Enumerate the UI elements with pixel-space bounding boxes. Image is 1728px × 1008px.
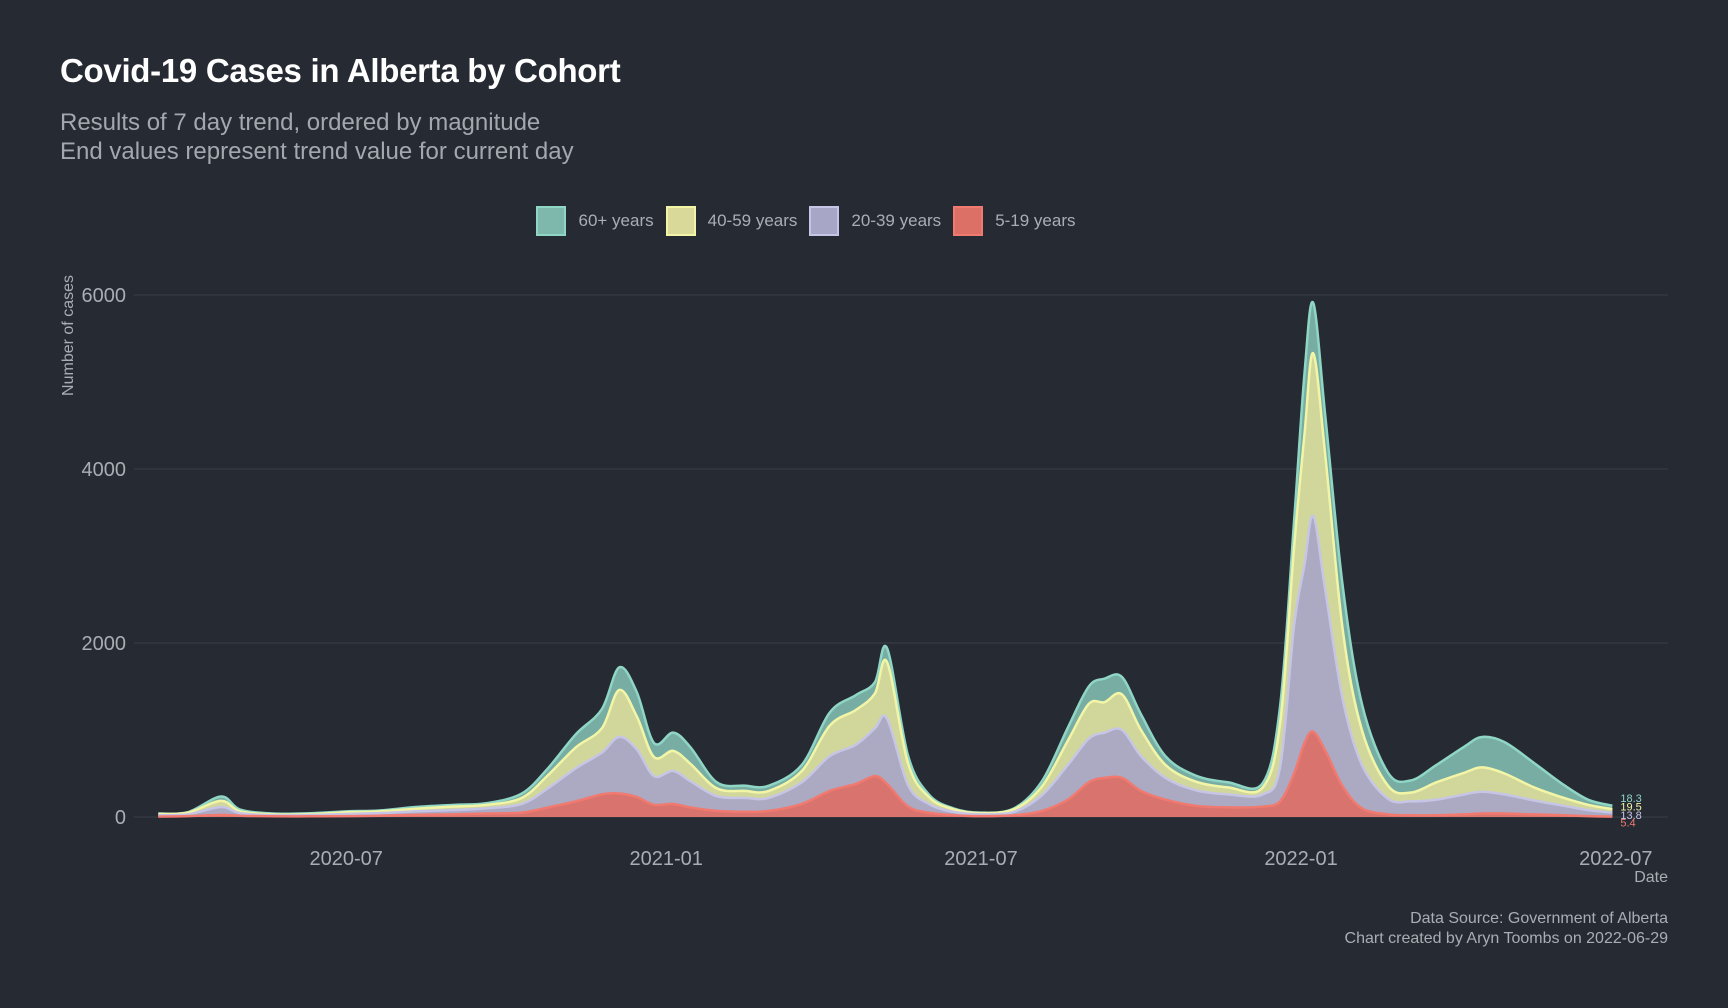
legend-label-20-39: 20-39 years [851, 211, 942, 230]
chart-subtitle: Results of 7 day trend, ordered by magni… [60, 108, 574, 166]
area-outline-20-39-years [158, 514, 1613, 817]
chart-title: Covid-19 Cases in Alberta by Cohort [60, 52, 621, 89]
stacked-areas [158, 300, 1613, 818]
y-tick-label: 2000 [82, 633, 127, 655]
area-5-19-years [158, 731, 1613, 817]
y-tick-label: 6000 [82, 285, 127, 307]
legend-item-20-39: 20-39 years [809, 206, 941, 236]
y-axis-title: Number of cases [60, 275, 77, 396]
x-tick-label: 2022-07 [1579, 848, 1652, 870]
legend-label-60-plus: 60+ years [578, 211, 654, 230]
caption-source: Data Source: Government of Alberta [1410, 910, 1668, 927]
x-tick-label: 2022-01 [1264, 848, 1337, 870]
end-value-label: 5.4 [1620, 817, 1635, 829]
area-20-39-years [158, 515, 1613, 817]
area-outline-40-59-years [158, 352, 1613, 816]
end-value-label: 19.5 [1620, 801, 1641, 813]
legend-item-40-59: 40-59 years [665, 206, 798, 236]
legend-label-40-59: 40-59 years [707, 211, 798, 230]
x-tick-label: 2020-07 [309, 848, 382, 870]
legend-key-60-plus [536, 206, 567, 236]
area-outline-5-19-years [158, 730, 1613, 818]
legend-key-20-39 [809, 206, 840, 236]
legend-key-5-19 [953, 206, 984, 236]
end-value-label: 18.3 [1620, 793, 1641, 805]
legend-label-5-19: 5-19 years [995, 211, 1076, 230]
chart-caption: Data Source: Government of Alberta Chart… [1345, 909, 1668, 949]
subtitle-line-2: End values represent trend value for cur… [60, 138, 574, 165]
x-axis-title: Date [1634, 869, 1668, 886]
caption-credit: Chart created by Aryn Toombs on 2022-06-… [1344, 930, 1668, 947]
x-tick-label: 2021-01 [630, 848, 703, 870]
chart-legend: 60+ years 40-59 years 20-39 years 5-19 y… [0, 206, 1676, 236]
y-tick-label: 0 [115, 807, 126, 829]
x-tick-label: 2021-07 [944, 848, 1017, 870]
subtitle-line-1: Results of 7 day trend, ordered by magni… [60, 109, 541, 136]
axes: 0 2000 4000 6000 2020-07 2021-01 2021-07 2022-0… [60, 275, 1668, 886]
legend-item-5-19: 5-19 years [953, 206, 1076, 236]
end-value-label: 13.8 [1620, 810, 1641, 822]
legend-item-60-plus: 60+ years [536, 206, 654, 236]
y-tick-label: 4000 [82, 459, 127, 481]
legend-key-40-59 [665, 206, 696, 236]
